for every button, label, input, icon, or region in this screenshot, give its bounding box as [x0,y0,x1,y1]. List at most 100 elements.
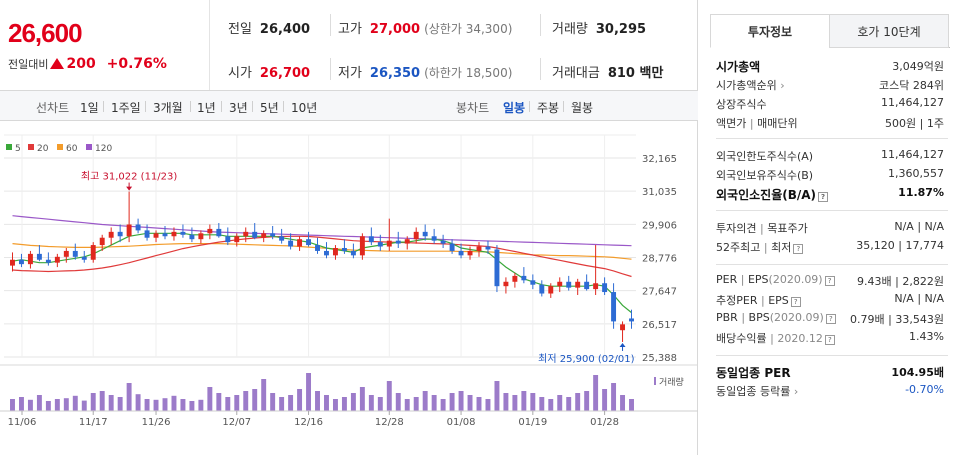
volume-bar [261,379,267,411]
separator: | [898,239,902,252]
candle-body [18,259,24,265]
y-tick-label: 26,517 [642,320,677,331]
tab-1day[interactable]: 1일 [80,101,99,115]
separator: | [917,220,922,233]
volume-bar [72,395,78,411]
volume-bar [10,399,15,411]
x-tick-label: 11/06 [8,417,37,428]
mktcap-rank-label[interactable]: 시가총액순위 › [716,77,785,93]
candles [10,191,634,342]
row-52week: 52주최고 | 최저? 35,120 | 17,774 [716,239,948,257]
help-icon[interactable]: ? [793,244,804,254]
tab-hoga-10[interactable]: 호가 10단계 [829,14,949,48]
divider [145,101,146,112]
candle-body [243,231,249,237]
bps-value: 33,543원 [895,313,944,326]
chart-annotations: 최고 31,022 (11/23) 최저 25,900 (02/01) [81,171,635,365]
opinion-values: N/A | N/A [894,220,944,233]
volume-bar [153,399,159,411]
row-shares: 상장주식수 11,464,127 [716,96,948,114]
tab-1week[interactable]: 1주일 [111,101,141,115]
mktcap-rank-text: 시가총액순위 [716,79,777,92]
tab-5year[interactable]: 5년 [260,101,279,115]
separator: | [888,313,892,326]
divider [716,355,948,356]
row-mktcap-rank[interactable]: 시가총액순위 › 코스닥 284위 [716,77,948,95]
help-icon[interactable]: ? [825,314,836,324]
low-label: 최저 25,900 (02/01) [538,353,634,365]
legend-swatch [28,144,34,150]
volume-bar [27,399,33,411]
tab-weekly[interactable]: 주봉 [537,101,560,115]
prev-close-value: 26,400 [259,22,311,37]
candle-body [225,236,231,243]
est-eps-value: N/A [924,292,944,305]
eps-value: 2,822원 [902,275,944,288]
tab-1year[interactable]: 1년 [197,101,216,115]
tab-daily[interactable]: 일봉 [503,101,526,115]
help-icon[interactable]: ? [818,192,829,202]
volume-bar [81,400,87,411]
tab-invest-info[interactable]: 투자정보 [710,14,830,48]
industry-rate-label[interactable]: 동일업종 등락률 › [716,383,798,399]
mktcap-label: 시가총액 [716,60,761,74]
chart-section: 26,600 전일대비 200 +0.76% 전일 26,400 고가 27,000(… [0,0,698,455]
volume-bar [512,395,518,411]
low-label: 저가 [338,66,362,81]
row-face-value: 액면가 | 매매단위 500원 | 1주 [716,115,948,133]
row-industry-rate[interactable]: 동일업종 등락률 › -0.70% [716,383,948,401]
candle-body [54,256,60,263]
arrow-right-icon: › [790,385,799,398]
tab-10year[interactable]: 10년 [291,101,318,115]
candle-body [512,275,518,282]
candle-body [234,236,240,243]
help-icon[interactable]: ? [824,276,835,286]
volume-value: 30,295 [595,22,647,37]
candle-chart[interactable]: 5 20 60 120 32,165 31,035 29,906 28,776 27,647 2… [0,121,698,455]
separator: | [760,294,765,307]
volume-bar [36,395,42,411]
help-icon[interactable]: ? [824,335,835,345]
tab-3year[interactable]: 3년 [229,101,248,115]
volume-bar [548,399,554,411]
candle-body [10,259,15,266]
candle-body [431,236,437,241]
trade-amount-label: 거래대금 [552,66,600,81]
tab-monthly[interactable]: 월봉 [571,101,594,115]
candle-body [386,240,392,247]
help-icon[interactable]: ? [790,297,801,307]
candle-body [584,281,590,290]
row-opinion: 투자의견 | 목표주가 N/A | N/A [716,220,948,238]
x-tick-label: 12/07 [222,417,251,428]
x-tick-label: 12/16 [294,417,323,428]
foreign-limit-label: 외국인한도주식수(A) [716,150,814,163]
candle-body [90,245,96,260]
divider [190,101,191,112]
trade-unit-label: 매매단위 [757,117,798,130]
separator: | [741,311,746,324]
volume-bar [108,395,114,411]
high-label: 최고 31,022 (11/23) [81,171,177,183]
divider [716,210,948,211]
volume-bar [270,393,276,411]
face-value: 500원 [885,117,917,130]
trade-amount: 거래대금 810 백만 [552,62,663,81]
candle-body [593,283,599,290]
y-tick-label: 28,776 [642,254,677,265]
pbr-period: (2020.09) [769,311,824,324]
quote-summary: 26,600 전일대비 200 +0.76% 전일 26,400 고가 27,000(… [0,0,698,91]
volume-bar [377,397,383,411]
tab-3month[interactable]: 3개월 [153,101,183,115]
row-foreign-rate: 외국인소진율(B/A)? 11.87% [716,186,948,204]
candle-body [252,231,258,238]
separator: | [749,117,754,130]
candle-body [611,292,617,322]
mktcap-value: 3,049억원 [892,60,944,73]
est-per-text: 추정PER [716,294,758,307]
volume-label: 거래량 [659,376,684,388]
volume-bar [386,381,392,411]
candle-body [530,280,536,285]
candle-body [368,236,374,243]
volume-bar [234,395,240,411]
volume-bar [279,397,285,411]
